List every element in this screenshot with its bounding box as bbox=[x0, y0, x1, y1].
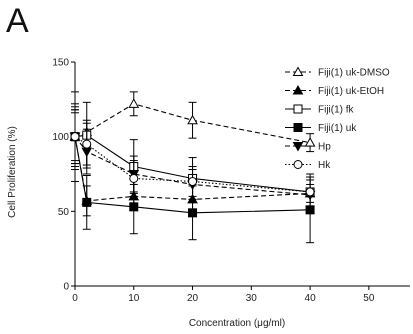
legend-label: Fiji(1) fk bbox=[318, 105, 355, 116]
data-point bbox=[188, 208, 198, 218]
data-point bbox=[187, 114, 198, 125]
data-point bbox=[129, 173, 139, 183]
series-line bbox=[74, 136, 311, 196]
legend-label: Hp bbox=[318, 142, 331, 153]
legend-marker bbox=[292, 142, 304, 152]
data-point bbox=[128, 98, 140, 108]
x-tick-label: 20 bbox=[187, 293, 199, 304]
panel-letter: A bbox=[6, 2, 29, 40]
legend: Fiji(1) uk-DMSO Fiji(1) uk-EtOH Fiji(1) fk… bbox=[285, 66, 390, 171]
legend-marker bbox=[293, 160, 303, 169]
y-tick-label: 50 bbox=[58, 207, 70, 218]
legend-item: Fiji(1) fk bbox=[285, 104, 355, 116]
y-axis-title: Cell Proliferation (%) bbox=[7, 126, 18, 218]
legend-label: Fiji(1) uk-EtOH bbox=[318, 86, 384, 97]
data-point bbox=[82, 139, 92, 149]
x-tick-label: 30 bbox=[246, 293, 258, 304]
legend-item: Fiji(1) uk-DMSO bbox=[285, 66, 390, 79]
legend-item: Hk bbox=[285, 160, 331, 171]
x-tick-label: 0 bbox=[72, 293, 78, 304]
x-tick-label: 50 bbox=[363, 293, 375, 304]
x-tick-label: 40 bbox=[305, 293, 317, 304]
series-layer bbox=[69, 91, 316, 244]
legend-marker bbox=[293, 123, 303, 132]
legend-marker bbox=[292, 84, 304, 95]
y-tick-label: 150 bbox=[52, 58, 69, 69]
x-axis-title: Concentration (μg/ml) bbox=[189, 318, 285, 329]
data-point bbox=[129, 202, 139, 212]
legend-marker bbox=[293, 104, 303, 114]
series-1 bbox=[69, 91, 316, 168]
data-point bbox=[82, 197, 92, 207]
legend-label: Fiji(1) uk-DMSO bbox=[318, 68, 390, 79]
data-point bbox=[305, 187, 315, 197]
series-6 bbox=[70, 112, 315, 208]
data-point bbox=[188, 176, 198, 186]
data-point bbox=[70, 132, 80, 142]
legend-item: Fiji(1) uk bbox=[285, 123, 357, 134]
legend-marker bbox=[292, 66, 304, 76]
legend-label: Hk bbox=[318, 160, 331, 171]
y-tick-label: 100 bbox=[52, 132, 69, 143]
x-tick-label: 10 bbox=[128, 293, 140, 304]
legend-label: Fiji(1) uk bbox=[318, 123, 357, 134]
legend-item: Hp bbox=[285, 142, 331, 153]
legend-item: Fiji(1) uk-EtOH bbox=[285, 84, 384, 97]
y-tick-label: 0 bbox=[63, 282, 69, 293]
